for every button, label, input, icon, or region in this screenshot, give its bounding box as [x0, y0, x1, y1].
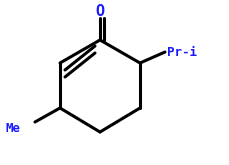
Text: O: O — [95, 4, 105, 19]
Text: Pr-i: Pr-i — [167, 46, 197, 59]
Text: Me: Me — [5, 121, 20, 134]
